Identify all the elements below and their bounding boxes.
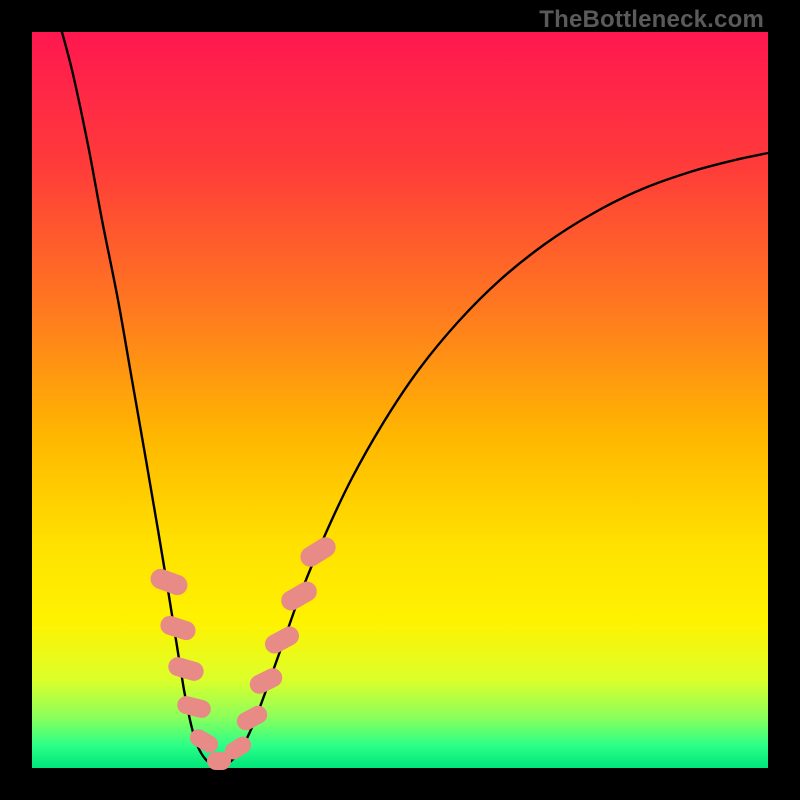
watermark-text: TheBottleneck.com: [539, 6, 764, 34]
frame-bottom: [0, 768, 800, 800]
chart-canvas: TheBottleneck.com: [0, 0, 800, 800]
plot-background: [32, 32, 768, 768]
frame-right: [768, 0, 800, 800]
frame-left: [0, 0, 32, 800]
